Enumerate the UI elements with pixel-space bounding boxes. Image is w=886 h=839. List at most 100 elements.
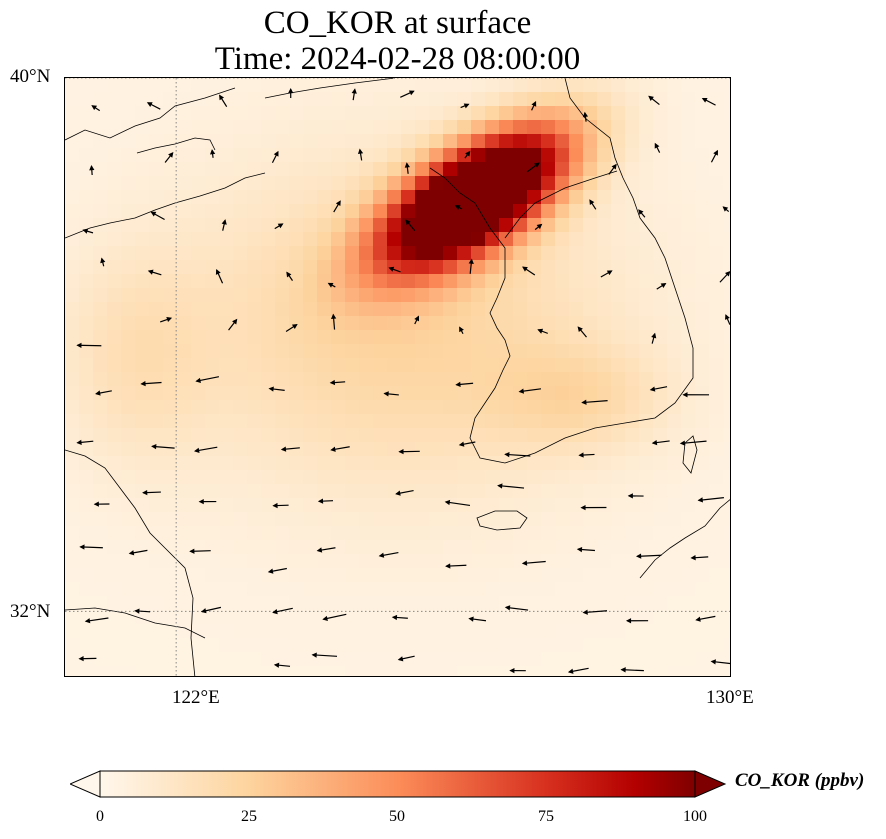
field-cell — [541, 568, 556, 583]
field-cell — [163, 92, 178, 107]
field-cell — [65, 582, 80, 597]
wind-arrow — [91, 105, 101, 112]
wind-arrow — [504, 452, 531, 458]
field-cell — [247, 78, 262, 93]
field-cell — [177, 512, 192, 527]
field-cell — [541, 288, 556, 303]
field-cell — [331, 204, 346, 219]
field-cell — [415, 372, 430, 387]
field-cell — [611, 582, 626, 597]
field-cell — [163, 596, 178, 611]
field-cell — [415, 638, 430, 653]
field-cell — [611, 400, 626, 415]
field-cell — [653, 106, 668, 121]
field-cell — [205, 344, 220, 359]
field-cell — [555, 540, 570, 555]
field-cell — [317, 652, 332, 667]
wind-arrow — [468, 616, 487, 622]
field-cell — [79, 554, 94, 569]
field-cell — [429, 372, 444, 387]
coastline-yangtze-mouth — [65, 607, 206, 639]
field-cell — [331, 666, 346, 676]
field-cell — [695, 176, 710, 191]
field-cell — [457, 512, 472, 527]
field-cell — [261, 302, 276, 317]
field-cell — [555, 498, 570, 513]
field-cell — [177, 596, 192, 611]
field-cell — [345, 512, 360, 527]
field-cell — [625, 442, 640, 457]
field-cell — [93, 260, 108, 275]
field-cell — [331, 134, 346, 149]
field-cell — [457, 218, 472, 233]
field-cell — [723, 386, 730, 401]
field-cell — [555, 190, 570, 205]
field-cell — [611, 554, 626, 569]
field-cell — [93, 498, 108, 513]
field-cell — [163, 204, 178, 219]
field-cell — [513, 624, 528, 639]
field-cell — [135, 260, 150, 275]
field-cell — [373, 358, 388, 373]
field-cell — [359, 120, 374, 135]
field-cell — [135, 358, 150, 373]
field-cell — [709, 512, 724, 527]
field-cell — [373, 260, 388, 275]
field-cell — [653, 246, 668, 261]
field-cell — [65, 316, 80, 331]
field-cell — [695, 540, 710, 555]
field-cell — [583, 624, 598, 639]
field-cell — [247, 442, 262, 457]
field-cell — [443, 120, 458, 135]
field-cell — [191, 302, 206, 317]
map-panel[interactable] — [64, 77, 731, 677]
field-cell — [569, 190, 584, 205]
field-cell — [303, 162, 318, 177]
field-cell — [499, 498, 514, 513]
field-cell — [177, 526, 192, 541]
field-cell — [233, 260, 248, 275]
field-cell — [219, 470, 234, 485]
field-cell — [233, 498, 248, 513]
field-cell — [401, 414, 416, 429]
field-cell — [303, 134, 318, 149]
wind-arrow — [311, 652, 338, 658]
field-cell — [667, 372, 682, 387]
field-cell — [79, 400, 94, 415]
field-cell — [373, 596, 388, 611]
field-cell — [219, 638, 234, 653]
field-cell — [583, 638, 598, 653]
field-cell — [709, 106, 724, 121]
field-cell — [149, 162, 164, 177]
field-cell — [289, 624, 304, 639]
field-cell — [611, 120, 626, 135]
field-cell — [331, 330, 346, 345]
field-cell — [555, 218, 570, 233]
field-cell — [709, 190, 724, 205]
field-cell — [135, 204, 150, 219]
field-cell — [443, 540, 458, 555]
field-cell — [121, 526, 136, 541]
field-cell — [93, 344, 108, 359]
field-cell — [79, 246, 94, 261]
field-cell — [499, 78, 514, 93]
field-cell — [219, 414, 234, 429]
field-cell — [149, 596, 164, 611]
field-cell — [65, 344, 80, 359]
field-cell — [261, 456, 276, 471]
field-cell — [275, 456, 290, 471]
field-cell — [331, 288, 346, 303]
field-cell — [667, 526, 682, 541]
field-cell — [387, 456, 402, 471]
field-cell — [317, 498, 332, 513]
field-cell — [513, 78, 528, 93]
field-cell — [471, 610, 486, 625]
field-cell — [177, 232, 192, 247]
field-cell — [191, 470, 206, 485]
field-cell — [177, 204, 192, 219]
field-cell — [65, 330, 80, 345]
field-cell — [177, 456, 192, 471]
field-cell — [513, 652, 528, 667]
field-cell — [527, 666, 542, 676]
wind-arrow — [76, 439, 94, 445]
